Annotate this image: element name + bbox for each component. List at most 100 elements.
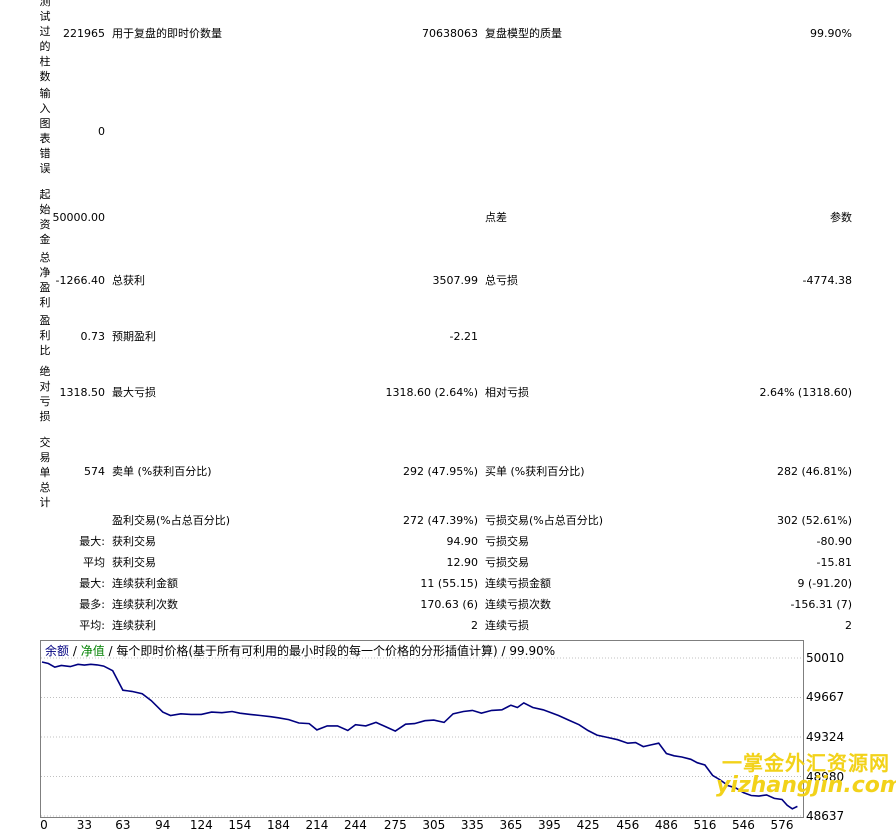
consec-profit-count-value: 170.63 (6) [420,598,478,611]
deposit-label: 起始资金 [39,188,51,246]
legend-separator: / [69,644,81,658]
y-tick-label: 49667 [806,690,845,705]
largest-profit-value: 94.90 [446,535,479,548]
gross-profit-label: 总获利 [112,274,145,287]
payoff-label: 预期盈利 [112,330,156,343]
x-tick-label: 365 [499,818,523,832]
deposit-value: 50000.00 [52,211,106,224]
net-label: 总净盈利 [39,251,51,309]
quality-label: 复盘模型的质量 [485,27,562,40]
watermark-en: yizhangjin.com [716,773,896,798]
win-trades-value: 272 (47.39%) [402,514,478,527]
chart-legend: 余额 / 净值 / 每个即时价格(基于所有可利用的最小时段的每一个价格的分形插值… [45,644,555,659]
largest-profit-label: 获利交易 [112,535,156,548]
x-tick-label: 214 [305,818,329,832]
avg-consec-losses-label: 连续亏损 [485,619,529,632]
avg-profit-label: 获利交易 [112,556,156,569]
bars-label: 测试过的柱数 [39,0,51,83]
x-tick-label: 456 [616,818,640,832]
x-tick-label: 0 [40,818,48,832]
x-tick-label: 124 [189,818,213,832]
x-tick-label: 184 [266,818,290,832]
spread-value: 参数 [830,211,852,224]
spread-label: 点差 [485,211,507,224]
largest-loss-label: 亏损交易 [485,535,529,548]
gross-loss-value: -4774.38 [802,274,852,287]
short-trades-label: 卖单 (%获利百分比) [112,465,212,478]
ticks-label: 用于复盘的即时价数量 [112,27,222,40]
x-tick-label: 33 [76,818,93,832]
legend-balance: 余额 [45,644,70,658]
x-tick-label: 516 [693,818,717,832]
watermark-cn: 一掌金外汇资源网 [722,751,890,775]
max-drawdown-label: 最大亏损 [112,386,156,399]
x-tick-label: 154 [228,818,252,832]
total-trades-label: 交易单总计 [39,436,51,509]
x-tick-label: 546 [732,818,755,832]
win-trades-label: 盈利交易(%占总百分比) [112,514,231,527]
rel-drawdown-label: 相对亏损 [485,386,529,399]
abs-drawdown-value: 1318.50 [59,386,106,399]
avg-loss-value: -15.81 [816,556,852,569]
quality-value: 99.90% [810,27,852,40]
net-value: -1266.40 [55,274,105,287]
ticks-value: 70638063 [422,27,478,40]
x-tick-label: 576 [770,818,794,832]
y-tick-label: 49324 [806,729,845,744]
avg-consec-wins-value: 2 [471,619,478,632]
avg-consec-wins-label: 连续获利 [112,619,156,632]
watermark: 一掌金外汇资源网 yizhangjin.com [716,747,896,798]
consec-losses-money-value: 9 (-91.20) [797,577,852,590]
x-tick-label: 395 [538,818,561,832]
x-tick-label: 275 [383,818,407,832]
x-tick-label: 486 [654,818,678,832]
rel-drawdown-value: 2.64% (1318.60) [759,386,852,399]
bars-value: 221965 [63,27,105,40]
largest-loss-value: -80.90 [816,535,852,548]
payoff-value: -2.21 [449,330,478,343]
short-trades-value: 292 (47.95%) [402,465,478,478]
long-trades-value: 282 (46.81%) [776,465,852,478]
y-tick-label: 50010 [806,651,845,665]
consec-loss-count-label: 连续亏损次数 [485,598,551,611]
balance-chart: 余额 / 净值 / 每个即时价格(基于所有可利用的最小时段的每一个价格的分形插值… [40,640,804,818]
x-tick-label: 94 [155,818,171,832]
average-prefix: 平均 [83,556,105,569]
total-trades-value: 574 [84,465,105,478]
consec-losses-money-label: 连续亏损金额 [485,577,551,590]
avg-profit-value: 12.90 [446,556,479,569]
avg-consecutive-prefix: 平均: [79,619,105,632]
x-tick-label: 244 [344,818,367,832]
x-tick-label: 425 [576,818,600,832]
errors-label: 输入图表错误 [39,87,51,175]
avg-loss-label: 亏损交易 [485,556,529,569]
abs-drawdown-label: 绝对亏损 [39,365,51,423]
most-prefix: 最多: [79,598,105,611]
profit-factor-value: 0.73 [80,330,106,343]
x-tick-label: 305 [422,818,446,832]
loss-trades-value: 302 (52.61%) [776,514,852,527]
balance-chart-plot [41,657,803,817]
consec-loss-count-value: -156.31 (7) [790,598,852,611]
consec-wins-money-value: 11 (55.15) [420,577,478,590]
gross-profit-value: 3507.99 [432,274,479,287]
avg-consec-losses-value: 2 [845,619,852,632]
long-trades-label: 买单 (%获利百分比) [485,465,585,478]
y-tick-label: 48637 [806,809,845,823]
profit-factor-label: 盈利比 [39,314,51,357]
consec-wins-money-label: 连续获利金额 [112,577,178,590]
y-tick-label: 48980 [806,769,845,784]
max-consecutive-prefix: 最大: [79,577,105,590]
legend-description: 每个即时价格(基于所有可利用的最小时段的每一个价格的分形插值计算) / 99.9… [116,644,556,658]
legend-separator: / [104,644,117,658]
x-tick-label: 335 [460,818,484,832]
loss-trades-label: 亏损交易(%占总百分比) [485,514,604,527]
largest-prefix: 最大: [79,535,105,548]
consec-profit-count-label: 连续获利次数 [112,598,178,611]
balance-line [41,661,798,810]
legend-equity: 净值 [80,644,105,658]
max-drawdown-value: 1318.60 (2.64%) [385,386,478,399]
errors-value: 0 [98,125,105,138]
x-tick-label: 63 [115,818,131,832]
gross-loss-label: 总亏损 [485,274,518,287]
